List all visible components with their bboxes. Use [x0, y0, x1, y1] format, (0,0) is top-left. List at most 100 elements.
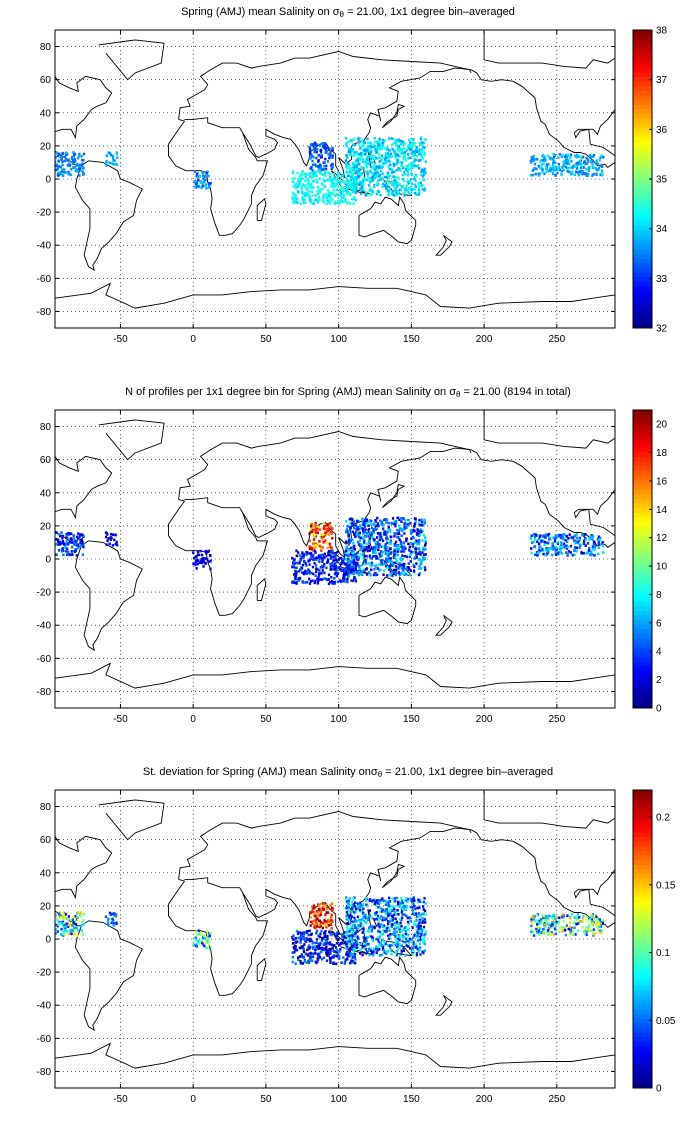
- data-cell: [206, 558, 209, 561]
- data-cell: [534, 919, 537, 922]
- data-cell: [336, 572, 340, 575]
- data-cell: [107, 151, 110, 154]
- colorbar-frame: [632, 409, 653, 709]
- data-cell: [74, 549, 77, 553]
- data-cell: [587, 158, 590, 161]
- data-cell: [394, 139, 398, 142]
- colorbar-segment: [633, 132, 652, 138]
- data-cell: [369, 556, 372, 560]
- data-cell: [293, 176, 296, 180]
- data-cell: [573, 553, 576, 557]
- data-cell: [551, 542, 554, 545]
- data-cell: [383, 909, 386, 913]
- data-cell: [403, 141, 406, 145]
- data-cell: [374, 547, 377, 551]
- data-cell: [345, 183, 349, 186]
- data-cell: [348, 153, 351, 157]
- data-cell: [317, 197, 321, 201]
- colorbar-segment: [633, 892, 652, 898]
- data-cell: [413, 565, 416, 569]
- data-cell: [354, 561, 357, 564]
- data-cell: [593, 542, 597, 546]
- data-cell: [61, 540, 65, 543]
- data-cell: [424, 553, 427, 556]
- colorbar-segment: [633, 1022, 652, 1028]
- data-cell: [291, 565, 294, 569]
- data-cell: [301, 183, 305, 186]
- data-cell: [353, 166, 357, 170]
- data-cell: [396, 190, 399, 194]
- data-cell: [389, 163, 392, 167]
- data-cell: [344, 558, 348, 561]
- data-cell: [352, 562, 355, 565]
- colorbar-segment: [633, 652, 652, 658]
- data-cell: [574, 154, 577, 158]
- data-cell: [329, 928, 332, 932]
- data-cell: [355, 930, 358, 933]
- data-cell: [330, 154, 333, 157]
- colorbar-segment: [633, 836, 652, 842]
- data-cell: [403, 904, 406, 908]
- data-cell: [360, 192, 363, 196]
- coastline: [242, 447, 472, 559]
- data-cell: [308, 961, 311, 964]
- data-cell: [315, 531, 318, 535]
- data-cell: [107, 917, 110, 921]
- data-cell: [590, 159, 593, 163]
- data-cell: [351, 177, 354, 180]
- data-cell: [72, 916, 75, 919]
- data-cell: [354, 191, 357, 195]
- data-cell: [70, 541, 74, 544]
- data-cell: [308, 577, 311, 581]
- data-cell: [309, 916, 313, 919]
- colorbar-segment: [633, 244, 652, 250]
- data-cell: [421, 551, 424, 554]
- data-cell: [330, 554, 333, 558]
- data-cell: [346, 906, 349, 910]
- data-cell: [546, 541, 550, 545]
- colorbar-segment: [633, 104, 652, 110]
- data-cell: [360, 543, 363, 546]
- data-cell: [368, 899, 371, 902]
- data-cell: [325, 541, 328, 545]
- data-cell: [353, 956, 356, 959]
- data-cell: [587, 160, 590, 163]
- data-cell: [316, 192, 319, 196]
- data-cell: [79, 544, 82, 548]
- data-cell: [302, 933, 306, 936]
- data-cell: [566, 158, 569, 161]
- colorbar-segment: [633, 71, 652, 77]
- data-cell: [346, 524, 349, 528]
- data-cell: [110, 921, 113, 924]
- data-cell: [401, 548, 404, 551]
- data-cell: [575, 533, 578, 536]
- colorbar-segment: [633, 642, 652, 648]
- data-cell: [588, 924, 591, 927]
- data-cell: [420, 932, 423, 936]
- data-cell: [351, 567, 354, 571]
- data-cell: [387, 527, 390, 530]
- data-cell: [601, 165, 604, 168]
- data-cell: [302, 556, 305, 560]
- data-cell: [365, 915, 368, 919]
- data-cell: [542, 535, 545, 538]
- data-cell: [305, 187, 309, 191]
- data-cell: [418, 906, 421, 910]
- data-cell: [381, 939, 384, 942]
- data-cell: [401, 558, 404, 561]
- data-cell: [56, 930, 59, 933]
- data-cell: [405, 905, 409, 908]
- data-cell: [548, 536, 551, 540]
- data-cell: [390, 155, 394, 158]
- data-cell: [322, 540, 325, 544]
- data-cell: [331, 149, 334, 152]
- data-cell: [409, 905, 412, 909]
- data-cell: [415, 952, 419, 955]
- data-cell: [302, 554, 305, 557]
- data-cell: [585, 552, 588, 555]
- data-cell: [308, 953, 311, 957]
- data-cell: [417, 182, 420, 185]
- data-cell: [81, 170, 85, 174]
- data-cell: [323, 563, 326, 566]
- data-cell: [352, 903, 355, 906]
